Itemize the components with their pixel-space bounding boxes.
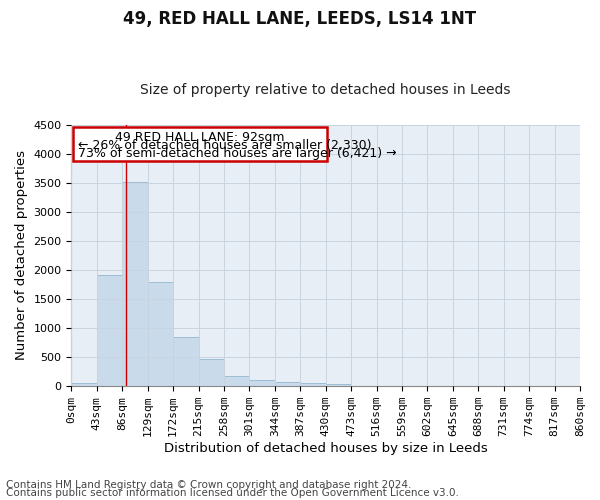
Text: ← 26% of detached houses are smaller (2,330): ← 26% of detached houses are smaller (2,…: [79, 139, 372, 152]
Bar: [122, 182, 148, 386]
Bar: [326, 384, 351, 386]
Bar: [250, 380, 275, 386]
FancyBboxPatch shape: [73, 128, 327, 161]
Bar: [275, 382, 300, 386]
Bar: [97, 274, 122, 386]
Bar: [300, 383, 326, 386]
X-axis label: Distribution of detached houses by size in Leeds: Distribution of detached houses by size …: [164, 442, 488, 455]
Text: 49 RED HALL LANE: 92sqm: 49 RED HALL LANE: 92sqm: [115, 131, 284, 144]
Text: 73% of semi-detached houses are larger (6,421) →: 73% of semi-detached houses are larger (…: [79, 147, 397, 160]
Bar: [71, 384, 97, 386]
Text: Contains public sector information licensed under the Open Government Licence v3: Contains public sector information licen…: [6, 488, 459, 498]
Bar: [199, 360, 224, 386]
Y-axis label: Number of detached properties: Number of detached properties: [15, 150, 28, 360]
Bar: [173, 338, 199, 386]
Bar: [224, 376, 250, 386]
Text: 49, RED HALL LANE, LEEDS, LS14 1NT: 49, RED HALL LANE, LEEDS, LS14 1NT: [124, 10, 476, 28]
Bar: [148, 282, 173, 386]
Text: Contains HM Land Registry data © Crown copyright and database right 2024.: Contains HM Land Registry data © Crown c…: [6, 480, 412, 490]
Title: Size of property relative to detached houses in Leeds: Size of property relative to detached ho…: [140, 83, 511, 97]
